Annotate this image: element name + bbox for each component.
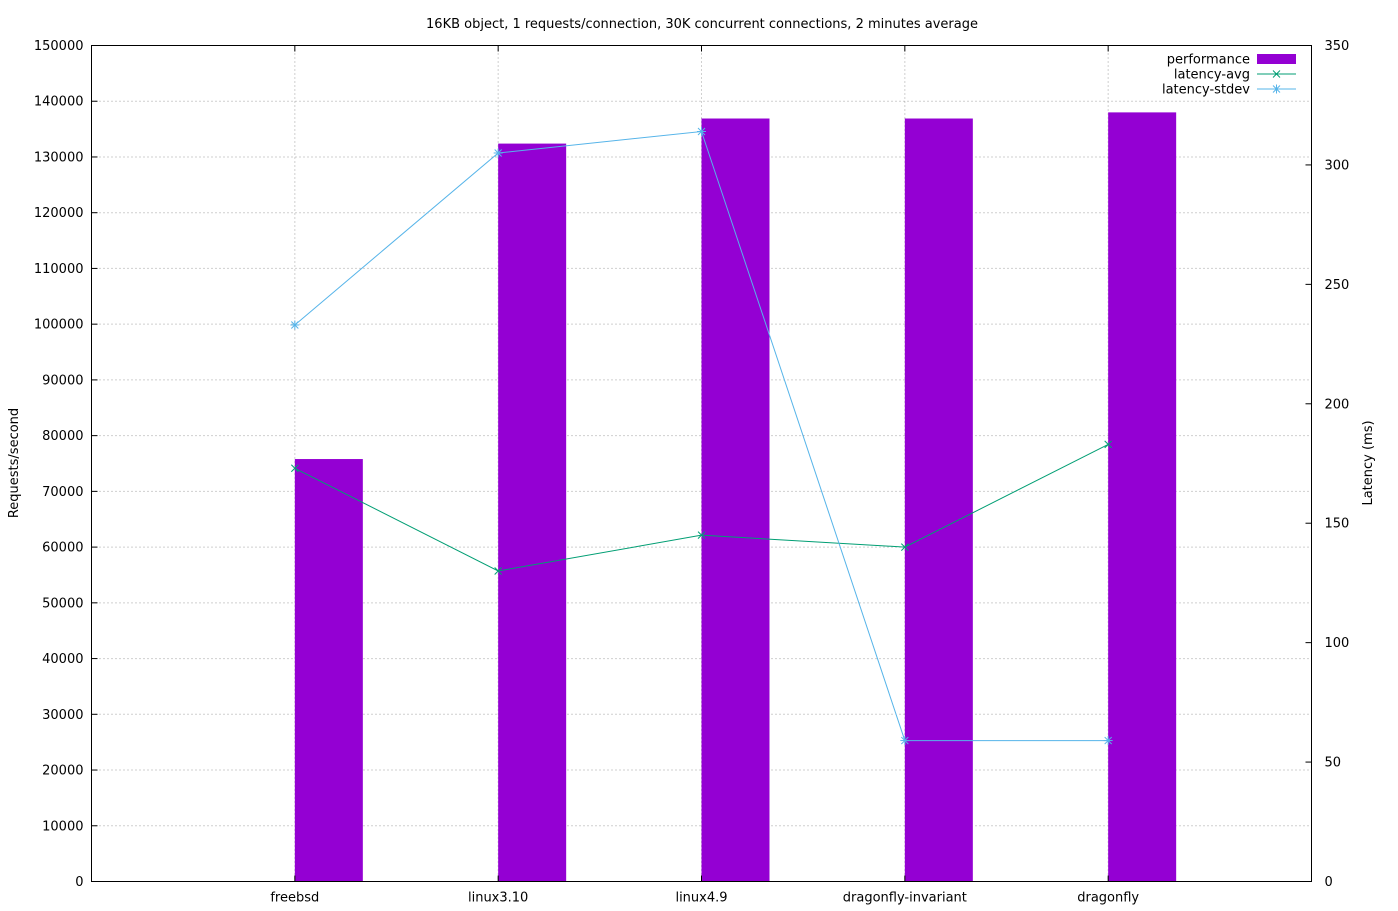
point-latency-stdev bbox=[900, 736, 910, 746]
lines bbox=[290, 126, 1113, 746]
y-tick-label: 80000 bbox=[42, 429, 83, 444]
marker-stroke bbox=[290, 464, 299, 473]
y-tick-label: 10000 bbox=[42, 819, 83, 834]
marker-stroke bbox=[697, 531, 706, 540]
point-latency-stdev bbox=[1103, 736, 1113, 746]
legend-label: latency-avg bbox=[1174, 68, 1250, 83]
y-tick-label: 130000 bbox=[34, 150, 84, 165]
y-tick-label: 140000 bbox=[34, 95, 84, 110]
x-tick-label: linux4.9 bbox=[675, 891, 727, 906]
x-tick-label: linux3.10 bbox=[468, 891, 528, 906]
legend-marker bbox=[1272, 70, 1281, 78]
y-tick-label: 20000 bbox=[42, 764, 83, 779]
point-latency-avg bbox=[900, 543, 909, 551]
marker-stroke bbox=[900, 543, 909, 551]
legend-label: latency-stdev bbox=[1162, 83, 1250, 98]
legend-marker bbox=[1272, 84, 1281, 94]
y2-tick-label: 150 bbox=[1325, 517, 1350, 532]
bar-performance bbox=[498, 143, 567, 882]
point-latency-stdev bbox=[697, 126, 706, 136]
bars bbox=[294, 112, 1177, 882]
y-tick-label: 120000 bbox=[34, 206, 84, 221]
bar-performance bbox=[294, 459, 363, 882]
point-latency-stdev bbox=[290, 320, 300, 330]
y-tick-label: 90000 bbox=[42, 373, 83, 388]
axes: 0 10000 20000 30000 40000 50000 60000 70000 8000… bbox=[34, 39, 1349, 906]
y-tick-label: 50000 bbox=[42, 596, 83, 611]
y2-tick-label: 100 bbox=[1325, 636, 1350, 651]
bar-performance bbox=[1108, 112, 1177, 882]
y-tick-label: 40000 bbox=[42, 652, 83, 667]
y-tick-label: 110000 bbox=[34, 262, 84, 277]
y2-tick-label: 50 bbox=[1325, 756, 1342, 771]
bar-performance bbox=[904, 118, 973, 882]
y2-tick-label: 0 bbox=[1325, 875, 1333, 890]
legend-label: performance bbox=[1167, 53, 1250, 68]
y2-tick-label: 250 bbox=[1325, 278, 1350, 293]
y-tick-label: 30000 bbox=[42, 708, 83, 723]
x-tick-label: freebsd bbox=[270, 891, 319, 906]
y2-tick-label: 200 bbox=[1325, 397, 1350, 412]
y-tick-label: 100000 bbox=[34, 318, 84, 333]
y-tick-label: 150000 bbox=[34, 39, 84, 54]
chart-title: 16KB object, 1 requests/connection, 30K … bbox=[426, 17, 978, 32]
point-latency-avg bbox=[697, 531, 706, 540]
marker-stroke bbox=[494, 567, 503, 575]
legend-swatch bbox=[1257, 54, 1296, 64]
x-tick-label: dragonfly bbox=[1077, 891, 1139, 906]
x-tick-label: dragonfly-invariant bbox=[843, 891, 967, 906]
marker-stroke bbox=[1272, 70, 1281, 78]
point-latency-stdev bbox=[493, 148, 503, 158]
y-axis-label: Requests/second bbox=[7, 408, 22, 518]
point-latency-avg bbox=[494, 567, 503, 575]
point-latency-avg bbox=[290, 464, 299, 473]
y2-tick-label: 350 bbox=[1325, 39, 1350, 54]
y2-axis-label: Latency (ms) bbox=[1361, 420, 1376, 505]
marker-stroke bbox=[1104, 440, 1113, 449]
y-tick-label: 70000 bbox=[42, 485, 83, 500]
point-latency-avg bbox=[1104, 440, 1113, 449]
bar-performance bbox=[701, 118, 770, 882]
y2-tick-label: 300 bbox=[1325, 158, 1350, 173]
y-tick-label: 60000 bbox=[42, 541, 83, 556]
y-tick-label: 0 bbox=[75, 875, 83, 890]
